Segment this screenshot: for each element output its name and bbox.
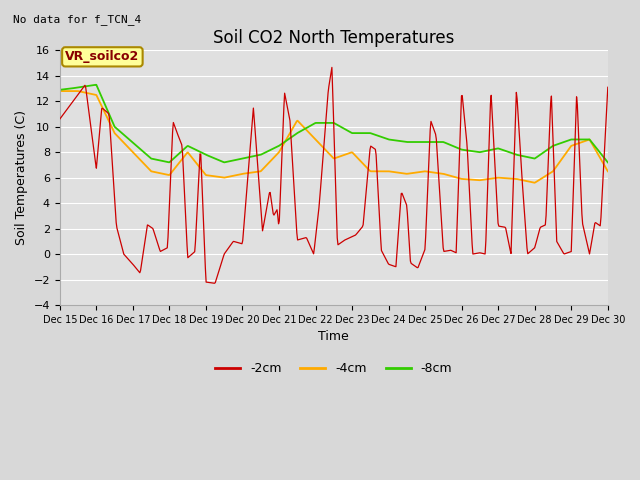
Legend: -2cm, -4cm, -8cm: -2cm, -4cm, -8cm bbox=[210, 357, 458, 380]
Title: Soil CO2 North Temperatures: Soil CO2 North Temperatures bbox=[213, 29, 454, 48]
Y-axis label: Soil Temperatures (C): Soil Temperatures (C) bbox=[15, 110, 28, 245]
Text: VR_soilco2: VR_soilco2 bbox=[65, 50, 140, 63]
Text: No data for f_TCN_4: No data for f_TCN_4 bbox=[13, 14, 141, 25]
X-axis label: Time: Time bbox=[319, 330, 349, 343]
